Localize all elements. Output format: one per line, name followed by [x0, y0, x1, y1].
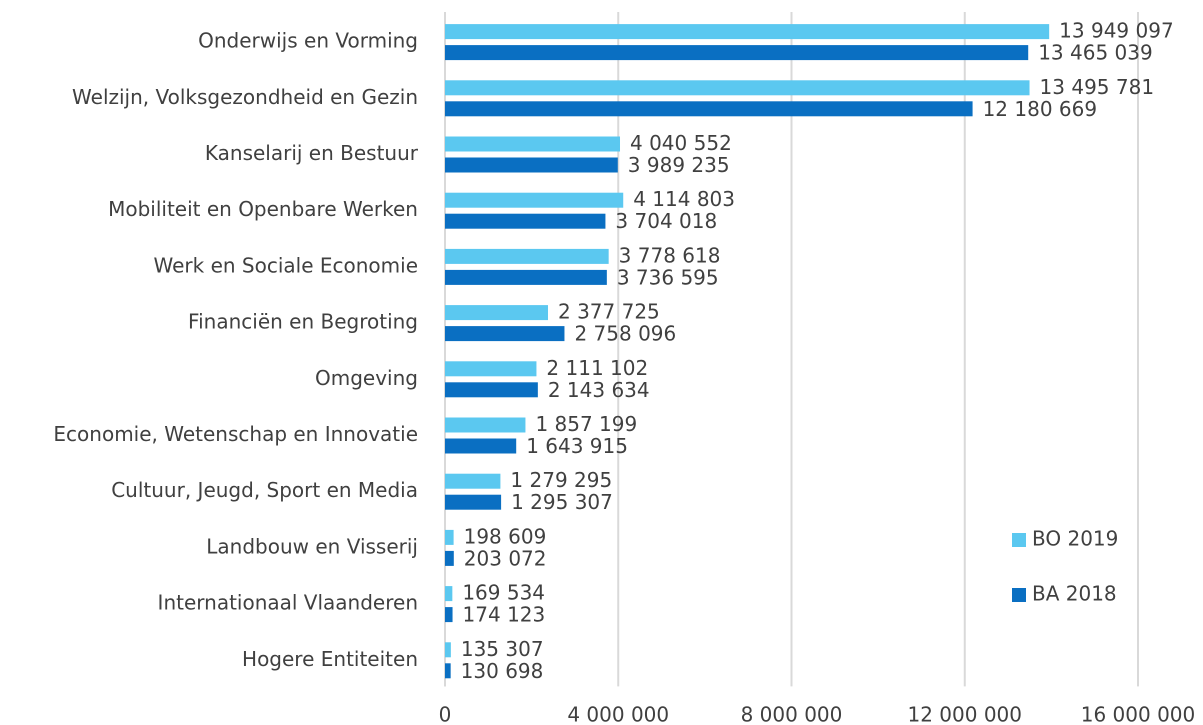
bar	[445, 361, 537, 377]
x-tick-label: 8 000 000	[741, 703, 843, 725]
bar	[445, 663, 451, 679]
y-tick-label: Onderwijs en Vorming	[198, 29, 418, 53]
data-label: 13 949 097	[1059, 19, 1174, 43]
data-label: 12 180 669	[983, 97, 1098, 121]
data-label: 3 989 235	[628, 153, 730, 177]
bar	[445, 607, 453, 623]
data-label: 130 698	[461, 659, 544, 683]
bar	[445, 213, 606, 229]
bar	[445, 24, 1050, 40]
y-tick-label: Omgeving	[315, 366, 418, 390]
bar	[445, 438, 517, 454]
data-label: 13 465 039	[1038, 41, 1153, 65]
bar	[445, 586, 453, 602]
data-label: 3 704 018	[615, 209, 717, 233]
y-tick-label: Internationaal Vlaanderen	[158, 591, 418, 615]
bar	[445, 382, 538, 398]
data-label: 198 609	[464, 524, 547, 548]
data-label: 135 307	[461, 637, 544, 661]
y-tick-label: Kanselarij en Bestuur	[205, 141, 419, 165]
x-tick-label: 16 000 000	[1081, 703, 1196, 725]
bar	[445, 45, 1029, 61]
y-tick-label: Mobiliteit en Openbare Werken	[108, 197, 418, 221]
bar	[445, 494, 502, 510]
data-label: 1 643 915	[526, 434, 628, 458]
data-label: 169 534	[462, 581, 545, 605]
data-label: 1 295 307	[511, 490, 613, 514]
data-label: 1 279 295	[510, 468, 612, 492]
y-tick-label: Cultuur, Jeugd, Sport en Media	[111, 478, 418, 502]
y-tick-label: Hogere Entiteiten	[242, 647, 418, 671]
bar	[445, 80, 1030, 96]
bar	[445, 136, 621, 152]
bar	[445, 473, 501, 489]
bar	[445, 305, 548, 321]
bar	[445, 101, 973, 117]
y-tick-label: Landbouw en Visserij	[206, 534, 418, 558]
data-label: 2 111 102	[546, 356, 648, 380]
bar	[445, 642, 451, 658]
data-label: 4 114 803	[633, 187, 735, 211]
bar	[445, 326, 565, 342]
data-label: 174 123	[463, 603, 546, 627]
legend-swatch	[1012, 588, 1026, 602]
data-label: 2 143 634	[548, 378, 650, 402]
y-tick-label: Economie, Wetenschap en Innovatie	[53, 422, 418, 446]
bar	[445, 192, 624, 208]
y-tick-label: Werk en Sociale Economie	[154, 253, 419, 277]
bar	[445, 157, 618, 173]
data-label: 2 758 096	[574, 322, 676, 346]
x-tick-label: 4 000 000	[567, 703, 669, 725]
bar	[445, 529, 454, 545]
legend-swatch	[1012, 533, 1026, 547]
data-label: 13 495 781	[1040, 75, 1155, 99]
data-label: 2 377 725	[558, 300, 660, 324]
x-tick-label: 0	[439, 703, 452, 725]
data-label: 3 736 595	[617, 265, 719, 289]
data-label: 3 778 618	[619, 243, 721, 267]
bar	[445, 248, 609, 264]
bar	[445, 550, 454, 566]
y-tick-label: Welzijn, Volksgezondheid en Gezin	[72, 85, 418, 109]
bar	[445, 269, 607, 285]
x-tick-label: 12 000 000	[907, 703, 1022, 725]
data-label: 1 857 199	[535, 412, 637, 436]
y-tick-label: Financiën en Begroting	[188, 310, 418, 334]
legend-label: BA 2018	[1032, 582, 1117, 606]
bar	[445, 417, 526, 433]
legend-label: BO 2019	[1032, 527, 1118, 551]
data-label: 203 072	[464, 546, 547, 570]
data-label: 4 040 552	[630, 131, 732, 155]
